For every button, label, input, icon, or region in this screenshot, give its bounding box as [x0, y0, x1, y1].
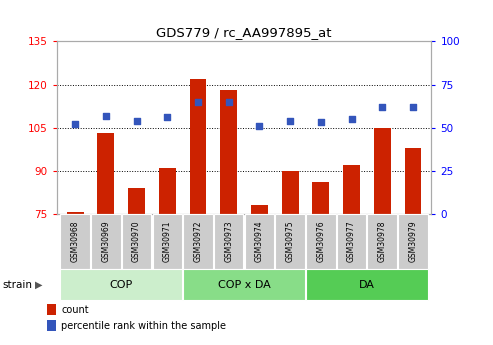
Bar: [276, 214, 305, 269]
Bar: [67, 213, 84, 214]
Point: [286, 118, 294, 124]
Bar: [337, 214, 366, 269]
Point: [194, 99, 202, 105]
Point: [225, 99, 233, 105]
Text: strain: strain: [2, 280, 33, 289]
Bar: [47, 304, 56, 315]
Text: GSM30979: GSM30979: [408, 221, 418, 262]
Text: ▶: ▶: [35, 280, 42, 289]
Bar: [282, 171, 299, 214]
Text: GSM30976: GSM30976: [317, 221, 325, 262]
Text: COP x DA: COP x DA: [218, 280, 270, 289]
Text: GSM30970: GSM30970: [132, 221, 141, 262]
Bar: [60, 269, 182, 300]
Bar: [159, 168, 176, 214]
Bar: [367, 214, 397, 269]
Point: [133, 118, 141, 124]
Bar: [220, 90, 237, 214]
Bar: [189, 79, 207, 214]
Bar: [152, 214, 182, 269]
Point: [163, 115, 171, 120]
Text: COP: COP: [109, 280, 133, 289]
Point: [317, 120, 325, 125]
Bar: [183, 269, 305, 300]
Point: [255, 123, 263, 129]
Bar: [404, 148, 422, 214]
Bar: [128, 188, 145, 214]
Bar: [343, 165, 360, 214]
Text: GSM30975: GSM30975: [285, 221, 295, 262]
Text: GSM30978: GSM30978: [378, 221, 387, 262]
Point: [348, 116, 355, 122]
Bar: [91, 214, 121, 269]
Bar: [313, 182, 329, 214]
Bar: [374, 128, 390, 214]
Bar: [306, 269, 428, 300]
Bar: [398, 214, 428, 269]
Title: GDS779 / rc_AA997895_at: GDS779 / rc_AA997895_at: [156, 26, 332, 39]
Text: GSM30977: GSM30977: [347, 221, 356, 262]
Text: GSM30968: GSM30968: [70, 221, 80, 262]
Text: GSM30974: GSM30974: [255, 221, 264, 262]
Text: DA: DA: [359, 280, 375, 289]
Bar: [214, 214, 244, 269]
Bar: [251, 205, 268, 214]
Bar: [122, 214, 151, 269]
Text: percentile rank within the sample: percentile rank within the sample: [62, 321, 226, 331]
Text: GSM30973: GSM30973: [224, 221, 233, 262]
Point: [378, 104, 386, 110]
Text: GSM30971: GSM30971: [163, 221, 172, 262]
Bar: [98, 134, 114, 214]
Text: GSM30969: GSM30969: [102, 221, 110, 262]
Text: count: count: [62, 305, 89, 315]
Bar: [47, 320, 56, 331]
Point: [102, 113, 110, 118]
Text: GSM30972: GSM30972: [193, 221, 203, 262]
Bar: [306, 214, 336, 269]
Bar: [60, 214, 90, 269]
Point: [409, 104, 417, 110]
Bar: [183, 214, 212, 269]
Point: [71, 121, 79, 127]
Bar: [245, 214, 274, 269]
